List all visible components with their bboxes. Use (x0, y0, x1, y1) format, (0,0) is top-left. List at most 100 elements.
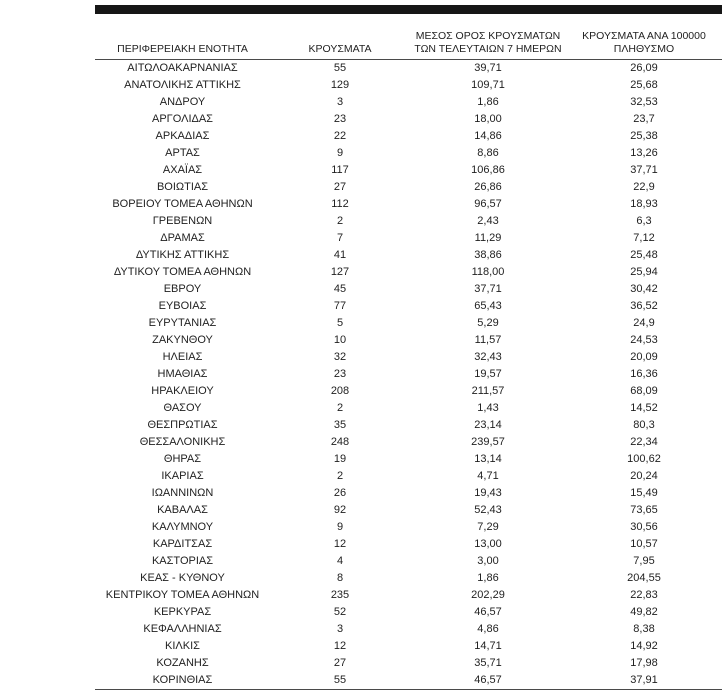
region-cell: ΘΕΣΣΑΛΟΝΙΚΗΣ (139, 436, 226, 448)
per100k-cell: 18,93 (630, 198, 658, 210)
per100k-cell: 25,38 (630, 130, 658, 142)
region-cell: ΑΡΓΟΛΙΔΑΣ (152, 113, 213, 125)
table-row: ΘΗΡΑΣ 19 13,14 100,62 (95, 451, 722, 468)
cases-cell: 2 (336, 215, 344, 227)
per100k-cell: 13,26 (630, 147, 658, 159)
region-cell: ΒΟΙΩΤΙΑΣ (156, 181, 209, 193)
avg7-cell: 35,71 (474, 657, 502, 669)
per100k-cell: 37,71 (630, 164, 658, 176)
avg7-cell: 18,00 (474, 113, 502, 125)
per100k-cell: 80,3 (633, 419, 655, 431)
region-cell: ΒΟΡΕΙΟΥ ΤΟΜΕΑ ΑΘΗΝΩΝ (112, 198, 253, 210)
avg7-cell: 106,86 (471, 164, 505, 176)
table-row: ΚΙΛΚΙΣ 12 14,71 14,92 (95, 638, 722, 655)
avg7-cell: 11,57 (474, 334, 502, 346)
cases-cell: 22 (333, 130, 347, 142)
table-header: ΠΕΡΙΦΕΡΕΙΑΚΗ ΕΝΟΤΗΤΑ ΚΡΟΥΣΜΑΤΑ ΜΕΣΟΣ ΟΡΟ… (95, 28, 722, 60)
cases-cell: 26 (333, 487, 347, 499)
region-cell: ΚΕΡΚΥΡΑΣ (153, 606, 212, 618)
region-cell: ΘΑΣΟΥ (163, 402, 202, 414)
header-avg-7-days: ΜΕΣΟΣ ΟΡΟΣ ΚΡΟΥΣΜΑΤΩΝ ΤΩΝ ΤΕΛΕΥΤΑΙΩΝ 7 Η… (410, 28, 566, 60)
avg7-cell: 2,43 (477, 215, 499, 227)
table-row: ΑΡΓΟΛΙΔΑΣ 23 18,00 23,7 (95, 111, 722, 128)
per100k-cell: 17,98 (630, 657, 658, 669)
per100k-cell: 32,53 (630, 96, 658, 108)
avg7-cell: 1,86 (477, 96, 499, 108)
table-row: ΔΥΤΙΚΟΥ ΤΟΜΕΑ ΑΘΗΝΩΝ 127 118,00 25,94 (95, 264, 722, 281)
per100k-cell: 25,94 (630, 266, 658, 278)
region-cell: ΔΡΑΜΑΣ (160, 232, 205, 244)
table-row: ΑΙΤΩΛΟΑΚΑΡΝΑΝΙΑΣ 55 39,71 26,09 (95, 60, 722, 78)
avg7-cell: 5,29 (477, 317, 499, 329)
table-row: ΘΑΣΟΥ 2 1,43 14,52 (95, 400, 722, 417)
region-cell: ΕΥΡΥΤΑΝΙΑΣ (148, 317, 217, 329)
cases-cell: 27 (333, 181, 347, 193)
cases-cell: 7 (336, 232, 344, 244)
per100k-cell: 25,48 (630, 249, 658, 261)
cases-cell: 45 (333, 283, 347, 295)
region-cell: ΚΕΦΑΛΛΗΝΙΑΣ (143, 623, 222, 635)
avg7-cell: 32,43 (474, 351, 502, 363)
table-row: ΚΕΑΣ - ΚΥΘΝΟΥ 8 1,86 204,55 (95, 570, 722, 587)
cases-cell: 8 (336, 572, 344, 584)
table-row: ΑΧΑΪΑΣ 117 106,86 37,71 (95, 162, 722, 179)
per100k-cell: 49,82 (630, 606, 658, 618)
avg7-cell: 239,57 (471, 436, 505, 448)
table-row: ΚΕΡΚΥΡΑΣ 52 46,57 49,82 (95, 604, 722, 621)
cases-cell: 9 (336, 521, 344, 533)
region-cell: ΚΑΡΔΙΤΣΑΣ (152, 538, 213, 550)
per100k-cell: 204,55 (627, 572, 661, 584)
region-cell: ΗΡΑΚΛΕΙΟΥ (151, 385, 214, 397)
avg7-cell: 7,29 (477, 521, 499, 533)
cases-cell: 35 (333, 419, 347, 431)
per100k-cell: 22,34 (630, 436, 658, 448)
avg7-cell: 1,86 (477, 572, 499, 584)
cases-cell: 5 (336, 317, 344, 329)
cases-cell: 77 (333, 300, 347, 312)
table-row: ΙΚΑΡΙΑΣ 2 4,71 20,24 (95, 468, 722, 485)
table-row: ΓΡΕΒΕΝΩΝ 2 2,43 6,3 (95, 213, 722, 230)
table-row: ΑΝΑΤΟΛΙΚΗΣ ΑΤΤΙΚΗΣ 129 109,71 25,68 (95, 77, 722, 94)
avg7-cell: 23,14 (474, 419, 502, 431)
region-cell: ΔΥΤΙΚΟΥ ΤΟΜΕΑ ΑΘΗΝΩΝ (113, 266, 252, 278)
per100k-cell: 16,36 (630, 368, 658, 380)
avg7-cell: 1,43 (477, 402, 499, 414)
table-row: ΑΡΤΑΣ 9 8,86 13,26 (95, 145, 722, 162)
region-cell: ΑΡΚΑΔΙΑΣ (155, 130, 210, 142)
avg7-cell: 4,71 (477, 470, 499, 482)
cases-cell: 208 (330, 385, 350, 397)
header-cases-per-100000-line1: ΚΡΟΥΣΜΑΤΑ ΑΝΑ 100000 (582, 30, 706, 42)
per100k-cell: 100,62 (627, 453, 661, 465)
avg7-cell: 96,57 (474, 198, 502, 210)
table-row: ΚΑΛΥΜΝΟΥ 9 7,29 30,56 (95, 519, 722, 536)
avg7-cell: 52,43 (474, 504, 502, 516)
table-body: ΑΙΤΩΛΟΑΚΑΡΝΑΝΙΑΣ 55 39,71 26,09 ΑΝΑΤΟΛΙΚΗΣ Α… (95, 60, 722, 690)
cases-cell: 27 (333, 657, 347, 669)
region-cell: ΘΕΣΠΡΩΤΙΑΣ (147, 419, 218, 431)
per100k-cell: 24,9 (633, 317, 655, 329)
avg7-cell: 14,86 (474, 130, 502, 142)
per100k-cell: 14,52 (630, 402, 658, 414)
header-regional-unit: ΠΕΡΙΦΕΡΕΙΑΚΗ ΕΝΟΤΗΤΑ (95, 28, 270, 60)
header-avg-7-days-line2: ΤΩΝ ΤΕΛΕΥΤΑΙΩΝ 7 ΗΜΕΡΩΝ (414, 43, 562, 55)
cases-cell: 2 (336, 470, 344, 482)
cases-cell: 12 (333, 538, 347, 550)
table-row: ΑΡΚΑΔΙΑΣ 22 14,86 25,38 (95, 128, 722, 145)
region-cell: ΙΩΑΝΝΙΝΩΝ (151, 487, 214, 499)
avg7-cell: 26,86 (474, 181, 502, 193)
cases-cell: 127 (330, 266, 350, 278)
region-cell: ΑΝΑΤΟΛΙΚΗΣ ΑΤΤΙΚΗΣ (124, 79, 241, 91)
cases-cell: 3 (336, 623, 344, 635)
table-row: ΒΟΡΕΙΟΥ ΤΟΜΕΑ ΑΘΗΝΩΝ 112 96,57 18,93 (95, 196, 722, 213)
table-row: ΖΑΚΥΝΘΟΥ 10 11,57 24,53 (95, 332, 722, 349)
per100k-cell: 7,95 (633, 555, 655, 567)
table-row: ΚΑΡΔΙΤΣΑΣ 12 13,00 10,57 (95, 536, 722, 553)
avg7-cell: 11,29 (474, 232, 502, 244)
table-row: ΒΟΙΩΤΙΑΣ 27 26,86 22,9 (95, 179, 722, 196)
region-cell: ΘΗΡΑΣ (163, 453, 202, 465)
table-row: ΕΥΒΟΙΑΣ 77 65,43 36,52 (95, 298, 722, 315)
per100k-cell: 25,68 (630, 79, 658, 91)
per100k-cell: 20,09 (630, 351, 658, 363)
per100k-cell: 20,24 (630, 470, 658, 482)
cases-cell: 3 (336, 96, 344, 108)
